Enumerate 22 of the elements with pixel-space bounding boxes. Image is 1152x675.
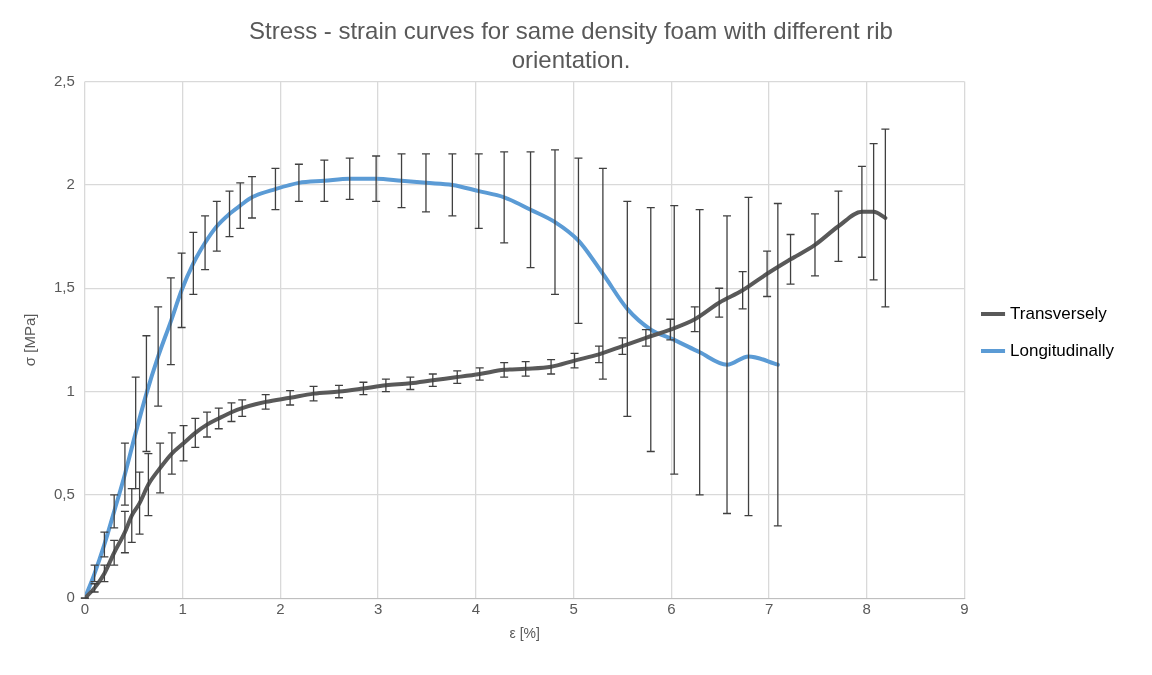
y-tick-label: 0 xyxy=(66,588,75,606)
legend-label: Longitudinally xyxy=(1010,340,1115,360)
x-tick-label: 1 xyxy=(178,600,187,618)
x-tick-label: 8 xyxy=(862,600,871,618)
x-tick-label: 9 xyxy=(960,600,969,618)
legend-label: Transversely xyxy=(1010,303,1108,323)
x-tick-label: 6 xyxy=(667,600,676,618)
x-tick-label: 7 xyxy=(764,600,774,618)
y-tick-label: 1 xyxy=(66,381,75,399)
x-tick-label: 4 xyxy=(471,600,480,618)
x-tick-label: 0 xyxy=(80,600,90,618)
line-series xyxy=(84,209,888,599)
x-tick-label: 2 xyxy=(276,600,285,618)
x-tick-label: 5 xyxy=(569,600,578,618)
y-tick-label: 2 xyxy=(66,175,75,193)
x-tick-label: 3 xyxy=(373,600,383,618)
y-tick-label: 0,5 xyxy=(53,485,75,503)
x-axis-title: ε [%] xyxy=(509,625,540,642)
chart-title: Stress - strain curves for same density foam with different rib orientation. xyxy=(249,17,893,73)
y-axis-title: σ [MPa] xyxy=(21,313,39,367)
y-tick-label: 1,5 xyxy=(53,278,75,296)
y-tick-label: 2,5 xyxy=(53,71,75,89)
